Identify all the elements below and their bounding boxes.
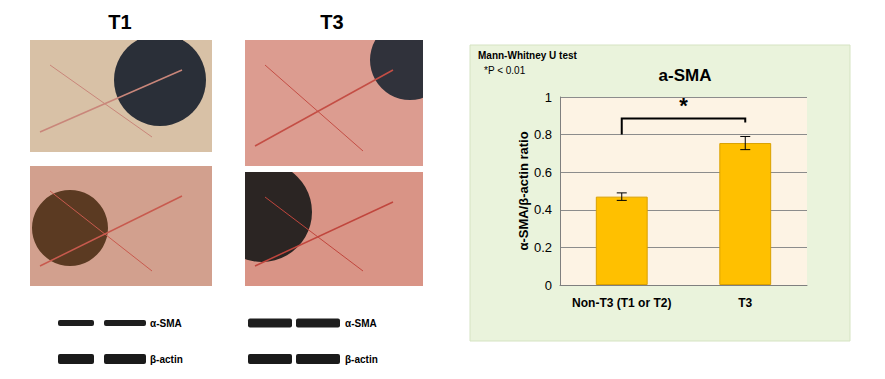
svg-text:T1: T1 [108,11,131,33]
svg-text:0.4: 0.4 [534,202,552,217]
svg-text:Non-T3 (T1 or T2): Non-T3 (T1 or T2) [572,296,671,310]
svg-text:T3: T3 [738,296,752,310]
svg-text:α-SMA: α-SMA [345,318,377,329]
svg-text:0.6: 0.6 [534,165,552,180]
svg-text:α-SMA: α-SMA [150,318,182,329]
svg-text:T3: T3 [320,11,343,33]
svg-text:0: 0 [545,278,552,293]
svg-text:β-actin: β-actin [345,354,378,365]
svg-text:β-actin: β-actin [150,354,183,365]
svg-text:a-SMA: a-SMA [659,66,712,85]
svg-text:Mann-Whitney U test: Mann-Whitney U test [478,50,578,61]
svg-text:α-SMA/β-actin ratio: α-SMA/β-actin ratio [516,131,531,250]
svg-text:0.2: 0.2 [534,240,552,255]
svg-text:1: 1 [545,90,552,105]
svg-text:*P < 0.01: *P < 0.01 [484,65,526,76]
svg-text:*: * [679,93,688,118]
svg-text:0.8: 0.8 [534,127,552,142]
